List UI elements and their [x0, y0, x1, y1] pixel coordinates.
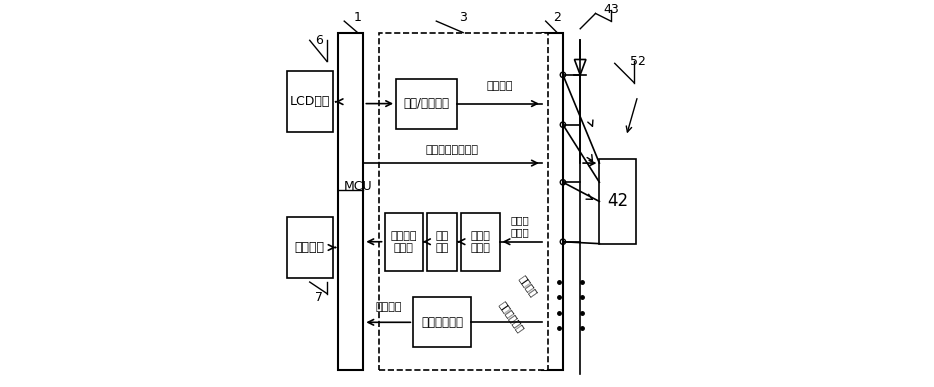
FancyBboxPatch shape: [461, 213, 500, 271]
FancyBboxPatch shape: [396, 79, 458, 128]
Text: 电流采
样电路: 电流采 样电路: [471, 231, 490, 253]
FancyBboxPatch shape: [600, 159, 636, 244]
FancyBboxPatch shape: [385, 213, 423, 271]
FancyBboxPatch shape: [413, 297, 471, 347]
FancyBboxPatch shape: [542, 33, 563, 370]
Text: 发送信号: 发送信号: [517, 273, 539, 298]
Text: 运放
电路: 运放 电路: [435, 231, 448, 253]
Text: 42: 42: [607, 192, 629, 211]
Text: 信号滤波
和放大: 信号滤波 和放大: [390, 231, 417, 253]
Text: 6: 6: [316, 34, 323, 47]
FancyBboxPatch shape: [427, 213, 458, 271]
FancyBboxPatch shape: [287, 71, 333, 132]
Text: 第二反馈信号: 第二反馈信号: [497, 299, 525, 334]
Text: 恒流/恒压电路: 恒流/恒压电路: [403, 97, 449, 110]
FancyBboxPatch shape: [338, 33, 363, 370]
Text: 7: 7: [316, 291, 323, 304]
Text: 1: 1: [354, 11, 361, 24]
Text: MCU: MCU: [344, 180, 372, 193]
Text: 测试按钮: 测试按钮: [295, 241, 325, 254]
Text: 52: 52: [630, 55, 645, 68]
FancyBboxPatch shape: [379, 33, 547, 370]
Text: 模拟开关控制信号: 模拟开关控制信号: [425, 145, 478, 155]
Text: 电阻测量电路: 电阻测量电路: [421, 316, 463, 329]
Text: LCD显示: LCD显示: [290, 95, 330, 108]
Text: 3: 3: [460, 11, 467, 24]
Text: 43: 43: [603, 3, 618, 16]
Text: 第一反
馈信号: 第一反 馈信号: [510, 216, 529, 237]
FancyBboxPatch shape: [287, 217, 333, 278]
Text: 反馈信号: 反馈信号: [375, 302, 402, 312]
Text: 2: 2: [553, 11, 561, 24]
Text: 发送信号: 发送信号: [487, 81, 513, 91]
